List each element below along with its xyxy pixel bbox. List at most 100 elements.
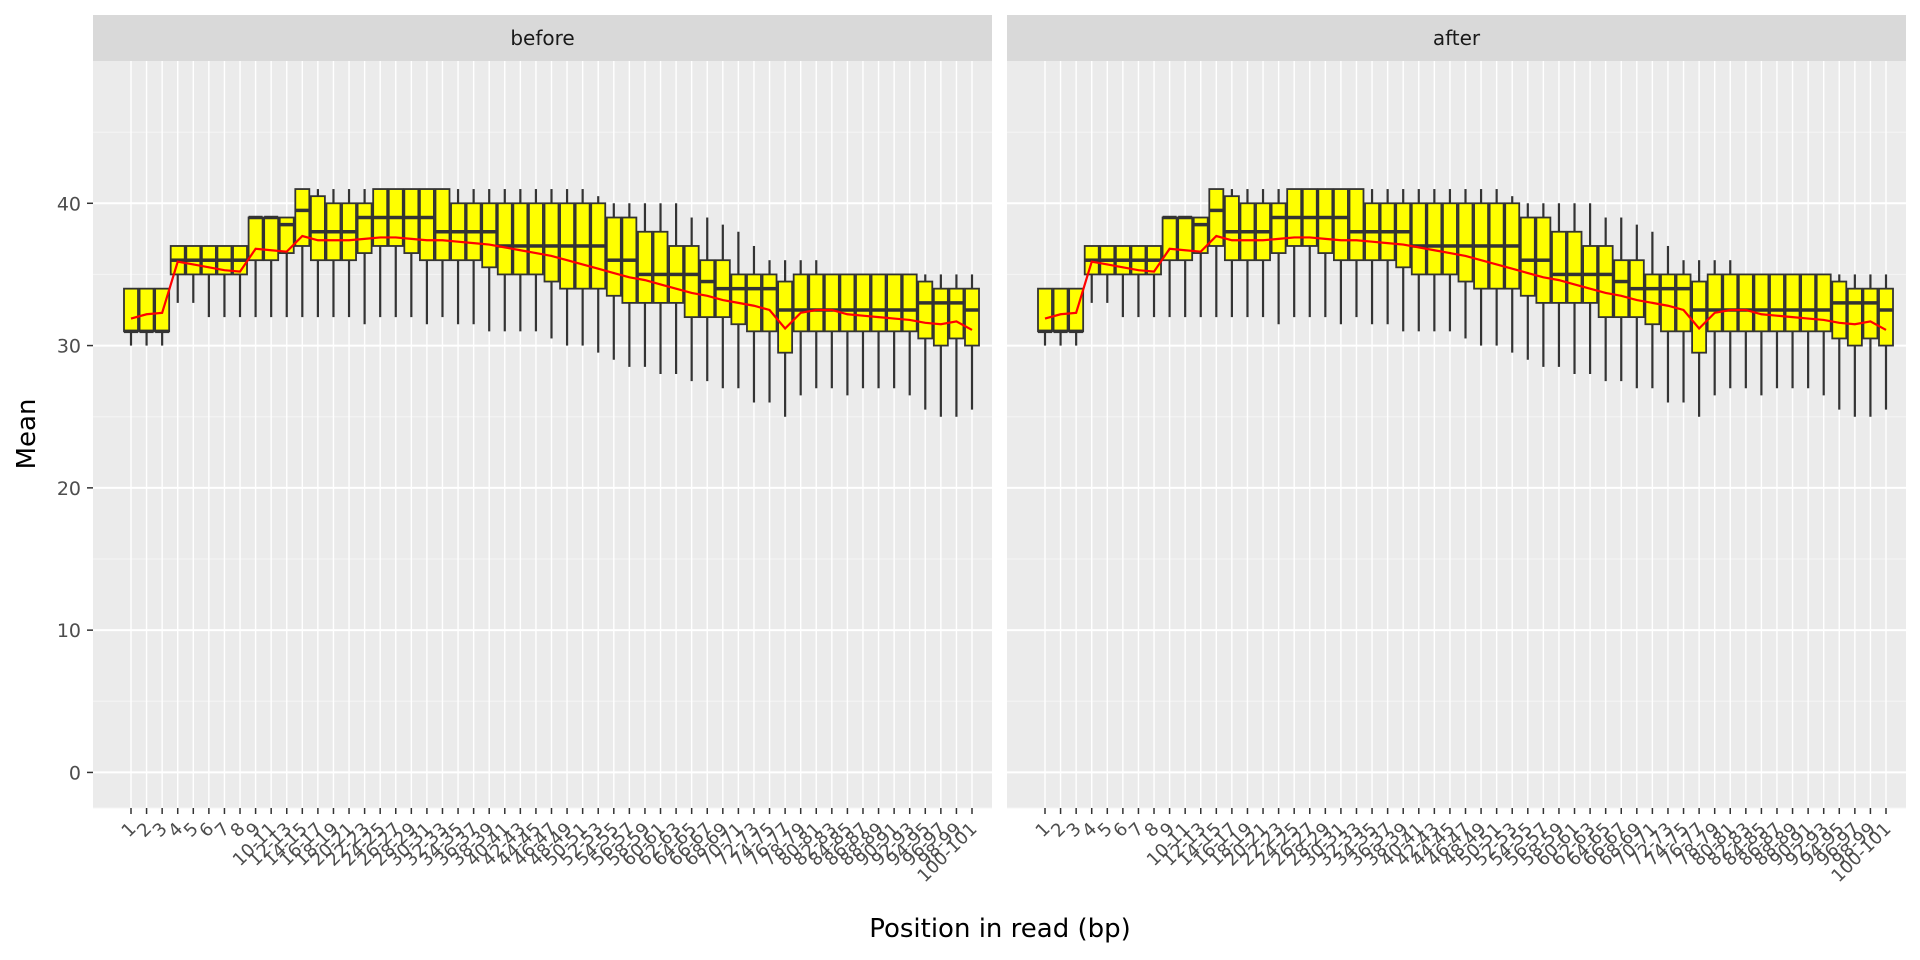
box-34-35 bbox=[1364, 189, 1380, 325]
box-32-33 bbox=[434, 188, 451, 318]
box-4 bbox=[169, 245, 186, 303]
box-rect bbox=[512, 202, 529, 276]
box-rect bbox=[1613, 259, 1630, 319]
facet-strip bbox=[1007, 15, 1906, 61]
box-rect bbox=[1878, 287, 1894, 347]
box-rect bbox=[1223, 195, 1240, 262]
box-5 bbox=[185, 245, 202, 303]
box-1 bbox=[1037, 287, 1053, 346]
box-12-13 bbox=[278, 216, 295, 318]
box-7 bbox=[216, 245, 233, 318]
box-4 bbox=[1083, 245, 1100, 303]
box-rect bbox=[652, 230, 669, 304]
box-24-25 bbox=[372, 188, 389, 318]
box-rect bbox=[1519, 216, 1536, 297]
box-84-85 bbox=[839, 273, 856, 396]
box-rect bbox=[1660, 273, 1676, 333]
box-58-59 bbox=[637, 203, 653, 367]
box-rect bbox=[839, 273, 856, 333]
box-rect bbox=[247, 216, 264, 262]
box-48-49 bbox=[559, 189, 575, 346]
box-56-57 bbox=[621, 203, 638, 367]
box-rect bbox=[1457, 202, 1474, 283]
box-rect bbox=[1737, 273, 1754, 333]
box-42-43 bbox=[1426, 189, 1443, 332]
box-30-31 bbox=[418, 188, 435, 325]
y-tick-label: 30 bbox=[57, 336, 81, 358]
box-rect bbox=[418, 188, 435, 262]
box-80-81 bbox=[808, 260, 825, 389]
box-rect bbox=[1846, 287, 1863, 347]
box-2 bbox=[138, 287, 155, 346]
box-rect bbox=[1395, 202, 1412, 269]
box-100-101 bbox=[1878, 274, 1894, 410]
box-54-55 bbox=[605, 203, 622, 360]
facet-strip-label: after bbox=[1433, 26, 1481, 50]
box-rect bbox=[901, 273, 918, 333]
box-96-97 bbox=[1846, 274, 1863, 417]
box-rect bbox=[792, 273, 809, 333]
box-18-19 bbox=[325, 189, 342, 318]
box-12-13 bbox=[1192, 216, 1209, 318]
box-14-15 bbox=[1208, 188, 1225, 318]
box-rect bbox=[1037, 287, 1053, 333]
box-rect bbox=[1426, 202, 1443, 276]
box-rect bbox=[1161, 216, 1178, 262]
box-rect bbox=[434, 188, 451, 262]
y-axis-title: Mean bbox=[12, 399, 42, 470]
box-38-39 bbox=[1395, 189, 1412, 332]
facet-panel-before: before12345678910-1112-1314-1516-1718-19… bbox=[93, 15, 992, 887]
box-44-45 bbox=[1442, 189, 1458, 332]
box-rect bbox=[605, 216, 622, 297]
box-70-71 bbox=[1644, 231, 1661, 389]
box-rect bbox=[746, 273, 762, 333]
box-rect bbox=[1644, 273, 1661, 326]
box-74-75 bbox=[1675, 260, 1692, 403]
box-64-65 bbox=[1597, 217, 1614, 382]
box-22-23 bbox=[1270, 189, 1287, 325]
box-rect bbox=[1551, 230, 1567, 304]
box-92-93 bbox=[901, 273, 918, 396]
box-1 bbox=[123, 287, 139, 346]
box-100-101 bbox=[964, 274, 980, 410]
box-rect bbox=[1784, 273, 1801, 333]
box-48-49 bbox=[1473, 189, 1489, 346]
box-rect bbox=[1831, 280, 1848, 340]
box-rect bbox=[808, 273, 825, 333]
box-56-57 bbox=[1535, 203, 1552, 367]
box-14-15 bbox=[294, 188, 311, 318]
box-rect bbox=[263, 216, 280, 262]
box-rect bbox=[1192, 216, 1209, 254]
box-32-33 bbox=[1348, 188, 1365, 318]
y-tick-label: 20 bbox=[57, 478, 81, 500]
box-68-69 bbox=[714, 224, 731, 389]
box-rect bbox=[138, 287, 155, 333]
box-44-45 bbox=[528, 189, 544, 332]
box-40-41 bbox=[496, 189, 513, 332]
box-rect bbox=[1722, 273, 1739, 333]
box-98-99 bbox=[1862, 274, 1879, 417]
box-rect bbox=[777, 280, 794, 354]
box-16-17 bbox=[1223, 189, 1240, 318]
box-rect bbox=[1706, 273, 1723, 333]
box-rect bbox=[964, 287, 980, 347]
box-46-47 bbox=[1457, 189, 1474, 339]
box-54-55 bbox=[1519, 203, 1536, 360]
box-28-29 bbox=[1317, 188, 1334, 318]
box-72-73 bbox=[746, 245, 762, 403]
box-5 bbox=[1099, 245, 1116, 303]
box-20-21 bbox=[341, 189, 357, 318]
box-rect bbox=[1815, 273, 1832, 333]
box-rect bbox=[1410, 202, 1427, 276]
box-rect bbox=[123, 287, 139, 333]
x-axis-title: Position in read (bp) bbox=[869, 914, 1131, 944]
box-rect bbox=[730, 273, 747, 326]
box-66-67 bbox=[699, 217, 716, 382]
box-rect bbox=[309, 195, 326, 262]
box-26-27 bbox=[387, 188, 404, 318]
box-rect bbox=[356, 202, 373, 254]
box-rect bbox=[761, 273, 778, 333]
box-rect bbox=[1862, 287, 1879, 340]
box-rect bbox=[1753, 273, 1770, 333]
